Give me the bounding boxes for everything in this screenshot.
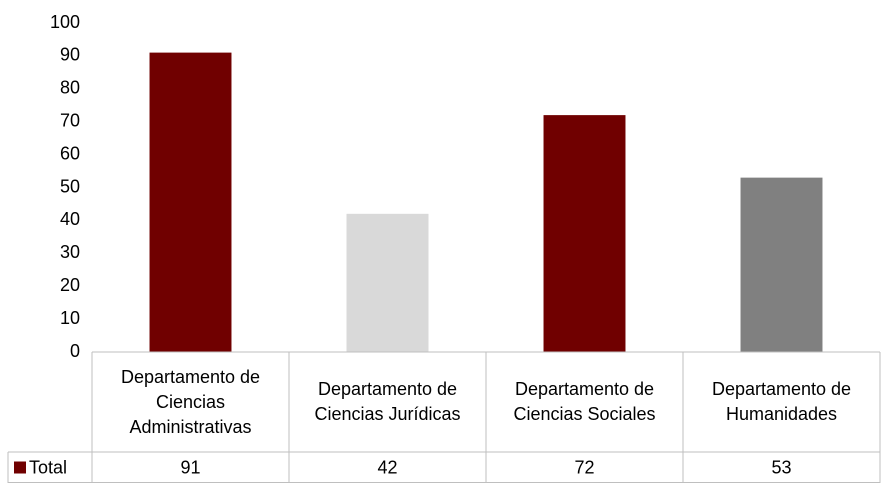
table-value: 72 [574,457,594,477]
y-tick-label: 30 [60,242,80,262]
legend-label: Total [29,457,67,477]
y-tick-label: 80 [60,78,80,98]
bar [740,177,823,352]
y-tick-label: 40 [60,209,80,229]
y-tick-label: 10 [60,308,80,328]
table-value: 91 [180,457,200,477]
legend-swatch [14,461,26,474]
y-tick-label: 70 [60,110,80,130]
x-tick-label: Departamento de Ciencias Jurídicas [314,379,461,424]
y-tick-label: 100 [50,12,80,32]
bar [346,213,429,352]
y-tick-label: 50 [60,176,80,196]
x-tick-label: Departamento de Ciencias Sociales [513,379,656,424]
y-tick-label: 90 [60,45,80,65]
table-value: 42 [377,457,397,477]
bar [149,52,232,353]
y-tick-label: 0 [70,341,80,361]
x-tick-label: Departamento de Ciencias Administrativas [120,366,261,437]
y-tick-label: 60 [60,143,80,163]
table-value: 53 [771,457,791,477]
x-tick-label: Departamento de Humanidades [711,379,852,424]
bar [543,115,626,353]
y-tick-label: 20 [60,275,80,295]
